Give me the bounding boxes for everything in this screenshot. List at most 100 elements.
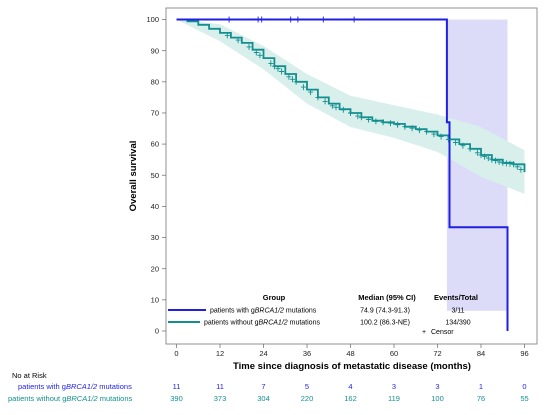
risk-count: 373 xyxy=(214,394,227,403)
x-tick-label: 0 xyxy=(174,349,178,358)
risk-count: 5 xyxy=(305,382,309,391)
x-axis-title: Time since diagnosis of metastatic disea… xyxy=(233,361,471,372)
ci-band-nonbrca xyxy=(176,19,525,194)
risk-count: 11 xyxy=(216,382,224,391)
censor-mark-nonbrca xyxy=(271,63,277,70)
censor-mark-nonbrca xyxy=(485,155,491,162)
x-tick-label: 36 xyxy=(303,349,311,358)
legend-censor-label: Censor xyxy=(431,329,454,336)
censor-mark-nonbrca xyxy=(493,157,498,164)
risk-count: 390 xyxy=(170,394,183,403)
censor-mark-nonbrca xyxy=(460,142,466,149)
x-tick-label: 72 xyxy=(433,349,441,358)
censor-mark-nonbrca xyxy=(474,149,480,156)
censor-mark-nonbrca xyxy=(290,76,295,83)
censor-mark-nonbrca xyxy=(518,166,524,173)
censor-mark-nonbrca xyxy=(315,94,321,101)
censor-mark-nonbrca xyxy=(387,120,393,127)
x-tick-label: 84 xyxy=(477,349,485,358)
risk-count: 162 xyxy=(344,394,357,403)
censor-mark-nonbrca xyxy=(257,52,263,59)
risk-count: 100 xyxy=(431,394,444,403)
censor-mark-nonbrca xyxy=(409,125,415,132)
risk-count: 119 xyxy=(388,394,400,403)
censor-mark-nonbrca xyxy=(235,37,241,44)
censor-mark-nonbrca xyxy=(482,153,488,160)
legend-events-brca: 3/11 xyxy=(451,308,464,315)
censor-mark-nonbrca xyxy=(268,60,274,67)
legend-median-brca: 74.9 (74.3-91.3) xyxy=(360,308,410,315)
censor-mark-nonbrca xyxy=(424,128,430,135)
censor-mark-nonbrca xyxy=(380,119,386,126)
legend-label-brca: patients with gBRCA1/2 mutations xyxy=(210,308,317,315)
censor-mark-brca xyxy=(351,16,357,23)
censor-mark-nonbrca xyxy=(431,131,437,138)
censor-mark-nonbrca xyxy=(514,163,520,170)
risk-count: 3 xyxy=(392,382,396,391)
legend: Group Median (95% CI) Events/Total patie… xyxy=(168,293,478,336)
legend-median-nonbrca: 100.2 (86.3-NE) xyxy=(360,320,410,327)
censor-mark-nonbrca xyxy=(275,65,281,72)
legend-censor-symbol: + xyxy=(422,329,426,336)
censor-mark-nonbrca xyxy=(366,116,372,123)
x-tick-label: 96 xyxy=(520,349,528,358)
confidence-bands xyxy=(176,19,525,311)
risk-count: 76 xyxy=(477,394,485,403)
censor-mark-nonbrca xyxy=(500,159,506,166)
risk-count: 7 xyxy=(261,382,265,391)
x-tick-label: 24 xyxy=(259,349,267,358)
censor-mark-nonbrca xyxy=(507,160,513,167)
y-tick-label: 10 xyxy=(151,295,159,304)
risk-counts: 11 11 7 5 4 3 3 1 0 390 373 304 220 162 119 100 76 55 xyxy=(170,382,528,403)
censor-mark-nonbrca xyxy=(445,136,451,143)
y-tick-label: 80 xyxy=(151,77,159,86)
censor-mark-nonbrca xyxy=(355,113,361,120)
risk-row-label-brca: patients with gBRCA1/2 mutations xyxy=(18,382,132,391)
risk-count: 4 xyxy=(348,382,352,391)
y-tick-label: 40 xyxy=(151,202,159,211)
y-axis-ticks: 0 10 20 30 40 50 60 70 80 90 100 xyxy=(146,15,166,336)
censor-mark-nonbrca xyxy=(293,78,299,85)
risk-count: 1 xyxy=(479,382,483,391)
survival-curve-brca xyxy=(176,18,509,331)
x-axis-ticks: 0 12 24 36 48 60 72 84 96 xyxy=(174,344,529,358)
x-tick-label: 48 xyxy=(346,349,354,358)
censor-mark-nonbrca xyxy=(489,156,495,163)
risk-row-label-nonbrca: patients without gBRCA1/2 mutations xyxy=(8,394,132,403)
censor-mark-brca xyxy=(295,16,301,23)
censor-mark-nonbrca xyxy=(438,133,444,140)
censor-mark-nonbrca xyxy=(246,43,252,50)
censor-mark-nonbrca xyxy=(358,114,364,121)
x-tick-label: 60 xyxy=(390,349,398,358)
censor-mark-nonbrca xyxy=(329,102,335,109)
censor-mark-nonbrca xyxy=(333,104,339,111)
censor-mark-nonbrca xyxy=(279,68,285,75)
censor-mark-nonbrca xyxy=(416,127,422,134)
y-tick-label: 70 xyxy=(151,109,159,118)
censor-mark-nonbrca xyxy=(322,98,328,105)
censor-mark-brca xyxy=(226,16,232,23)
y-axis-title: Overall survival xyxy=(128,141,139,212)
censor-mark-nonbrca xyxy=(395,121,401,128)
risk-table-title: No at Risk xyxy=(12,371,47,380)
risk-count: 3 xyxy=(435,382,439,391)
censor-mark-nonbrca xyxy=(467,145,473,152)
y-tick-label: 60 xyxy=(151,140,159,149)
censor-mark-nonbrca xyxy=(286,73,292,80)
censor-mark-nonbrca xyxy=(340,106,346,113)
y-tick-label: 50 xyxy=(151,171,159,180)
censor-mark-nonbrca xyxy=(453,139,459,146)
censor-mark-nonbrca xyxy=(478,152,484,158)
censor-mark-nonbrca xyxy=(496,158,502,165)
risk-count: 0 xyxy=(522,382,526,391)
risk-count: 55 xyxy=(520,394,528,403)
censor-mark-nonbrca xyxy=(373,118,379,125)
y-tick-label: 100 xyxy=(146,15,159,24)
plot-frame xyxy=(165,7,538,345)
censor-mark-nonbrca xyxy=(402,123,408,130)
legend-group-header: Group xyxy=(263,293,286,302)
y-tick-label: 90 xyxy=(151,46,159,55)
y-tick-label: 20 xyxy=(151,264,159,273)
y-tick-label: 30 xyxy=(151,233,159,242)
